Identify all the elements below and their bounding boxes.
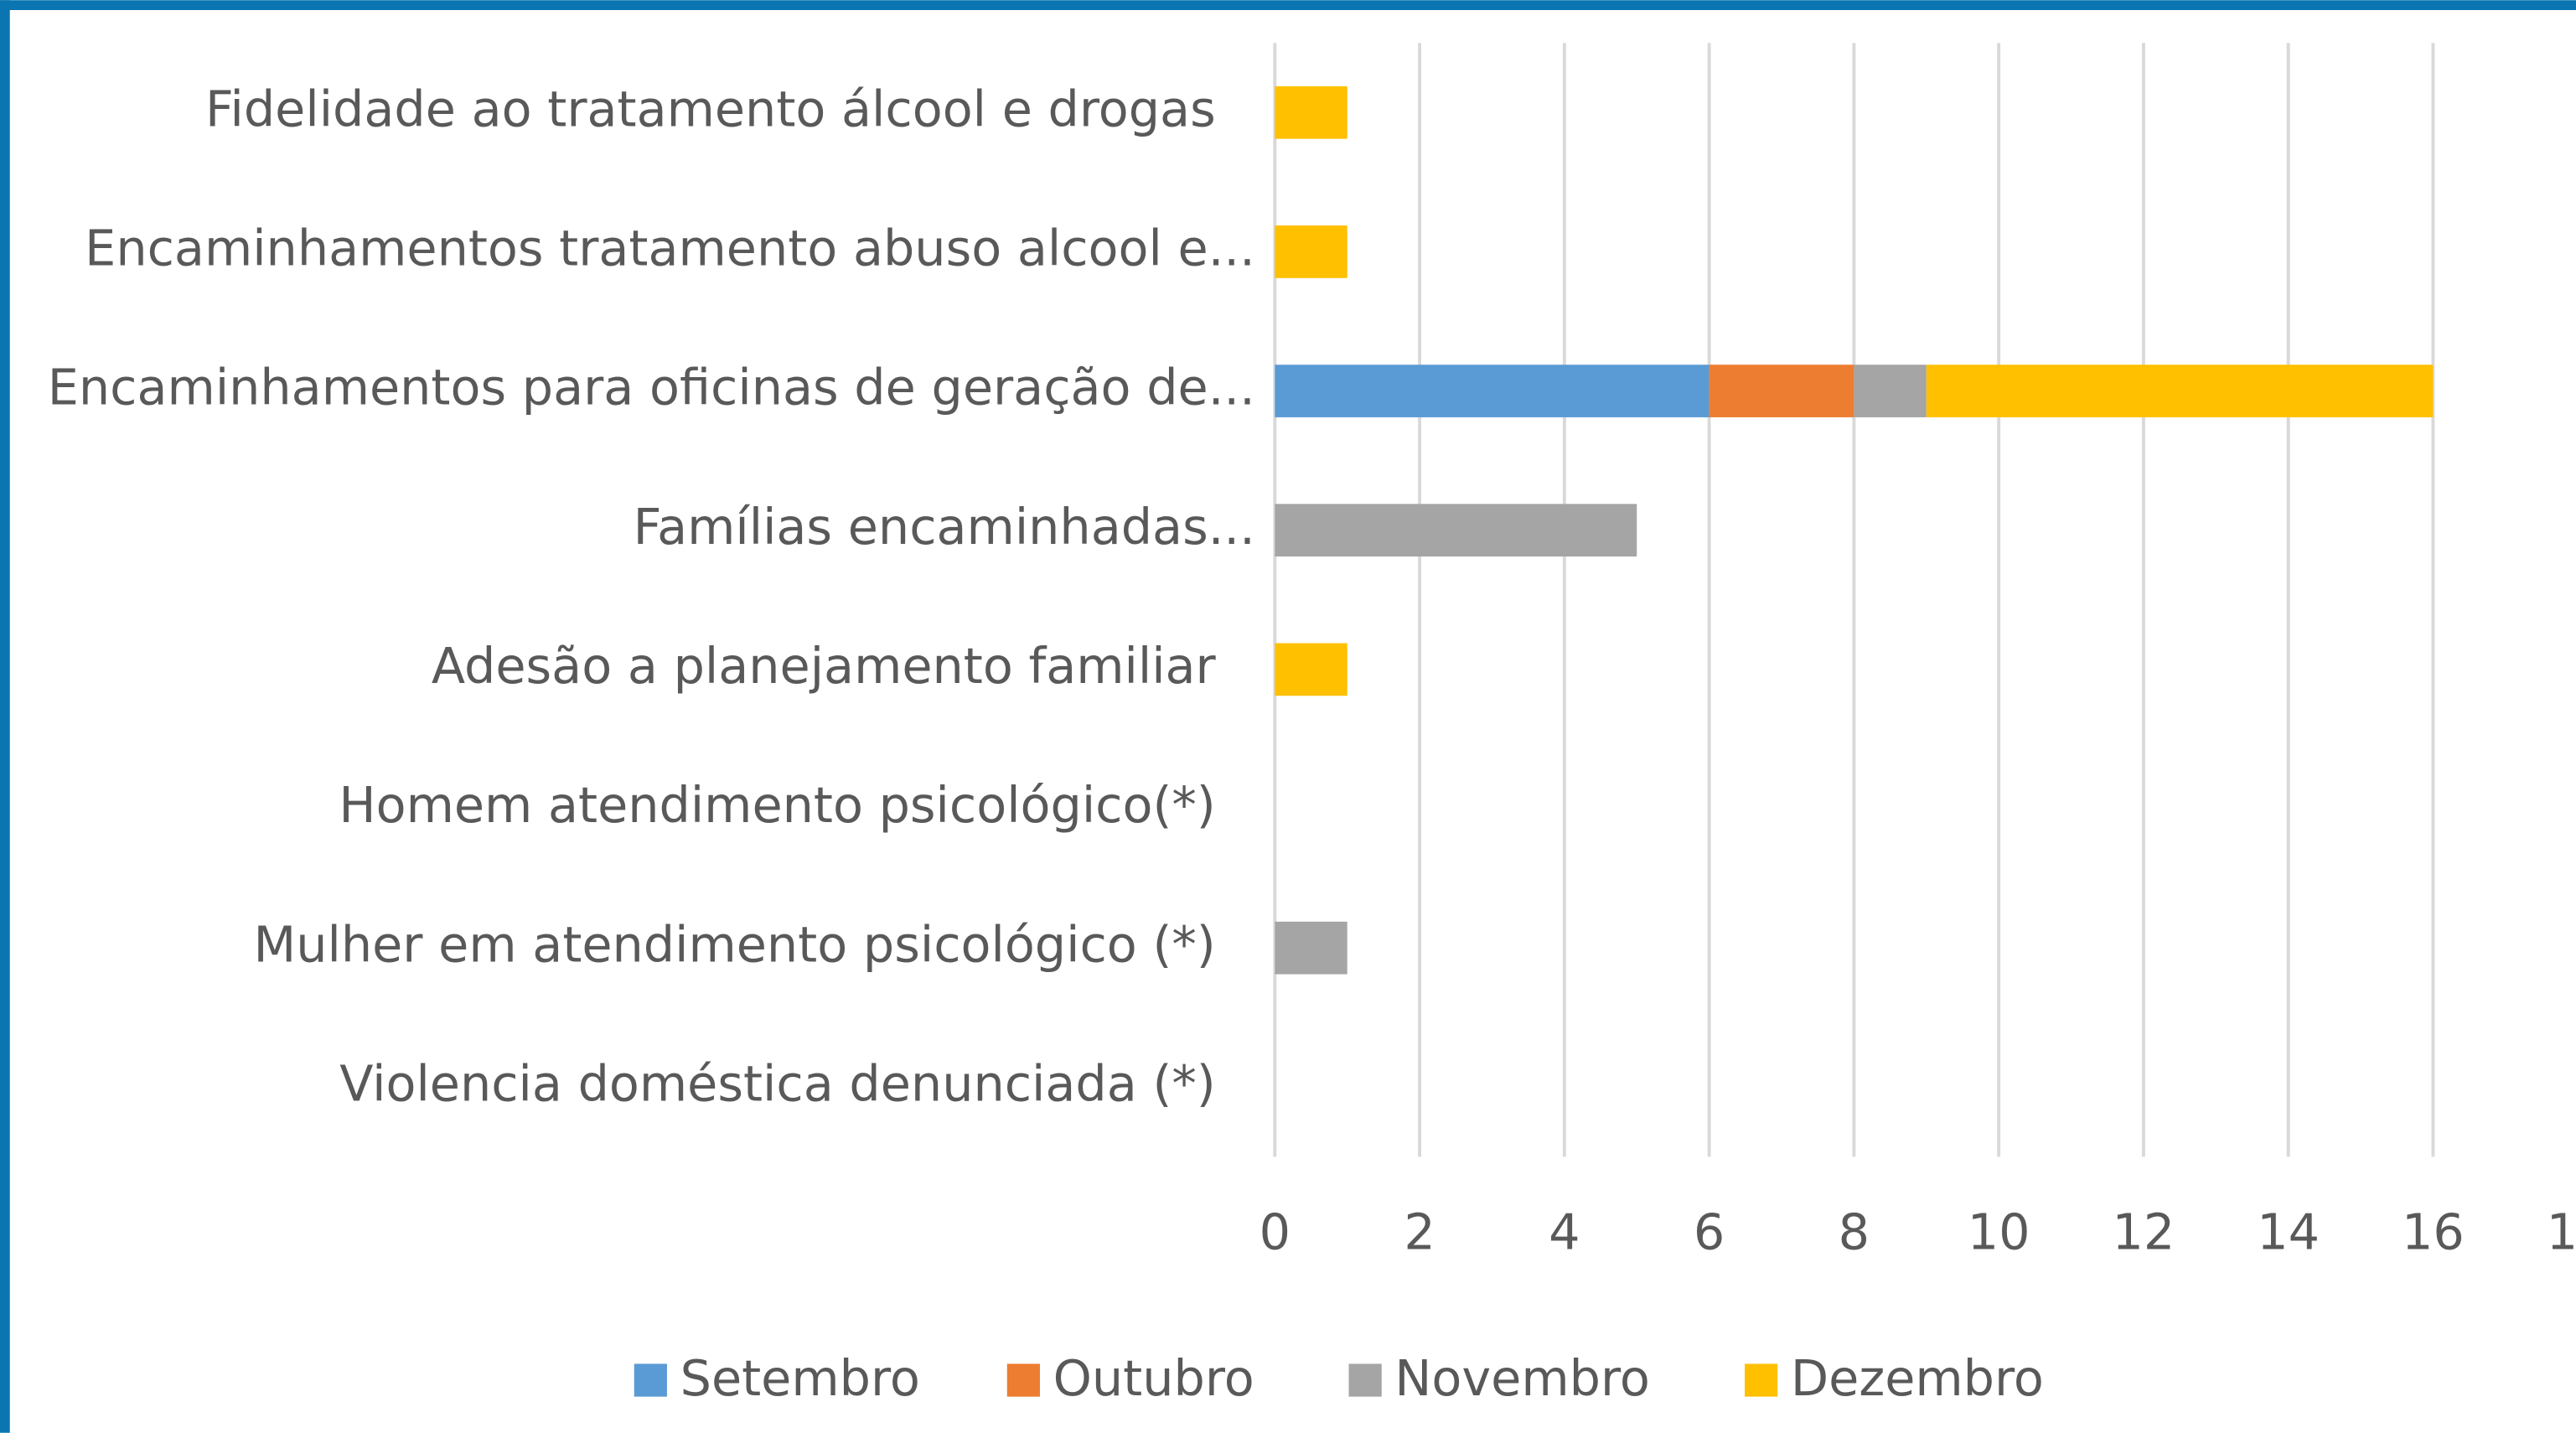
x-tick-label: 16 (2402, 1203, 2465, 1261)
legend-swatch (1006, 1363, 1040, 1397)
x-tick-label: 6 (1694, 1203, 1725, 1261)
legend-swatch (1348, 1363, 1382, 1397)
frame-left (0, 0, 10, 1433)
bar-segment (1275, 365, 1710, 417)
legend-label: Setembro (680, 1349, 920, 1407)
bar-segment (1709, 365, 1854, 417)
x-tick-label: 4 (1549, 1203, 1580, 1261)
bar-segment (1275, 225, 1347, 278)
bar-segment (1926, 365, 2434, 417)
legend-swatch (634, 1363, 667, 1397)
y-tick-label: Homem atendimento psicológico(*) (339, 776, 1215, 834)
y-tick-label: Adesão a planejamento familiar (432, 637, 1217, 695)
frame-top (0, 0, 2576, 11)
y-tick-label: Famílias encaminhadas... (634, 498, 1255, 556)
bar-segment (1275, 504, 1637, 557)
x-tick-label: 14 (2257, 1203, 2320, 1261)
x-tick-label: 12 (2112, 1203, 2175, 1261)
y-tick-label: Fidelidade ao tratamento álcool e drogas (205, 80, 1216, 137)
bar-segment (1275, 85, 1347, 139)
y-tick-label: Encaminhamentos tratamento abuso alcool … (85, 220, 1255, 277)
legend-label: Novembro (1394, 1349, 1649, 1407)
bar-segment (1275, 643, 1347, 696)
y-tick-label: Violencia doméstica denunciada (*) (339, 1054, 1216, 1112)
x-tick-label: 18 (2547, 1203, 2576, 1261)
bar-segment (1854, 365, 1927, 417)
x-tick-label: 10 (1968, 1203, 2030, 1261)
y-tick-label: Encaminhamentos para oficinas de geração… (48, 359, 1255, 416)
legend-label: Dezembro (1791, 1349, 2044, 1407)
x-tick-label: 2 (1404, 1203, 1435, 1261)
y-tick-label: Mulher em atendimento psicológico (*) (254, 915, 1216, 973)
x-tick-label: 0 (1260, 1203, 1291, 1261)
x-tick-label: 8 (1839, 1203, 1870, 1261)
bar-segment (1275, 921, 1347, 975)
legend-label: Outubro (1053, 1349, 1254, 1407)
legend-swatch (1745, 1363, 1778, 1397)
